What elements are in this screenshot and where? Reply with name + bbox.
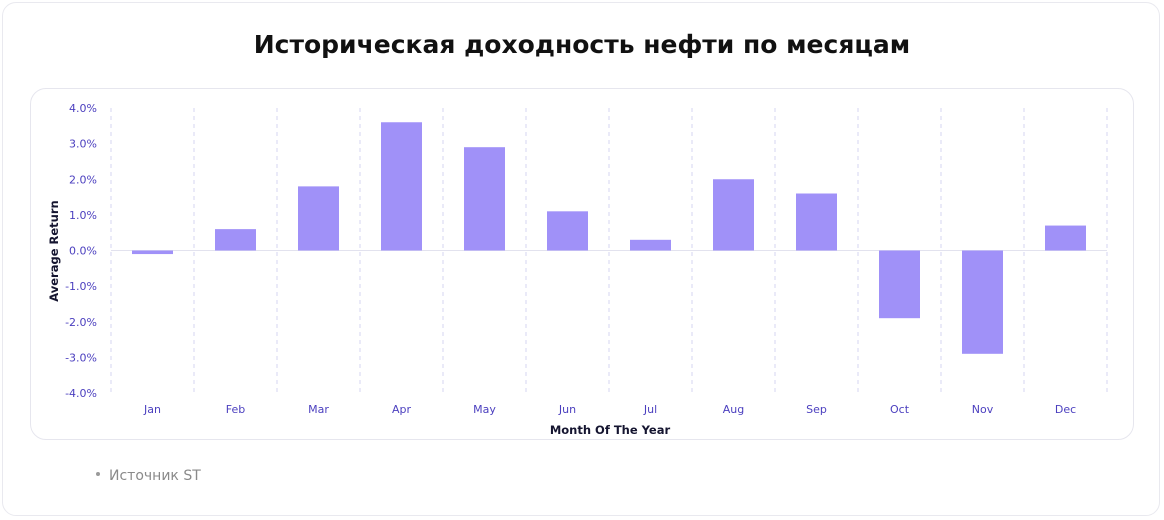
y-tick-label: -2.0% xyxy=(65,316,97,329)
x-tick-label: Jul xyxy=(643,403,657,416)
bar-sep xyxy=(796,193,837,251)
y-tick-label: -4.0% xyxy=(65,387,97,400)
y-tick-label: -3.0% xyxy=(65,351,97,364)
x-tick-label: Apr xyxy=(392,403,412,416)
y-axis-title: Average Return xyxy=(47,200,61,301)
x-tick-label: Dec xyxy=(1055,403,1076,416)
bar-nov xyxy=(962,250,1003,354)
bar-may xyxy=(464,147,505,251)
source-note: Источник ST xyxy=(96,468,201,484)
bullet-icon xyxy=(96,472,100,476)
bar-mar xyxy=(298,186,339,251)
x-tick-label: Feb xyxy=(226,403,245,416)
x-tick-label: Sep xyxy=(806,403,827,416)
x-tick-label: Mar xyxy=(308,403,329,416)
bar-jan xyxy=(132,250,173,255)
y-tick-label: 1.0% xyxy=(69,209,97,222)
x-tick-label: Jun xyxy=(558,403,576,416)
bar-dec xyxy=(1045,225,1086,251)
x-tick-label: Nov xyxy=(972,403,994,416)
bar-apr xyxy=(381,122,422,251)
x-axis-title: Month Of The Year xyxy=(550,423,671,437)
bar-feb xyxy=(215,229,256,251)
y-tick-label: 3.0% xyxy=(69,138,97,151)
x-tick-label: Aug xyxy=(723,403,744,416)
y-tick-label: 4.0% xyxy=(69,102,97,115)
source-text: Источник ST xyxy=(109,468,201,484)
page-title: Историческая доходность нефти по месяцам xyxy=(253,30,911,59)
x-tick-label: Jan xyxy=(143,403,161,416)
bar-jun xyxy=(547,211,588,251)
x-tick-label: May xyxy=(473,403,496,416)
bar-oct xyxy=(879,250,920,319)
y-tick-label: 2.0% xyxy=(69,173,97,186)
bar-jul xyxy=(630,239,671,251)
chart-panel xyxy=(30,88,1134,440)
bar-aug xyxy=(713,179,754,251)
y-tick-label: 0.0% xyxy=(69,245,97,258)
y-tick-label: -1.0% xyxy=(65,280,97,293)
x-tick-label: Oct xyxy=(890,403,910,416)
